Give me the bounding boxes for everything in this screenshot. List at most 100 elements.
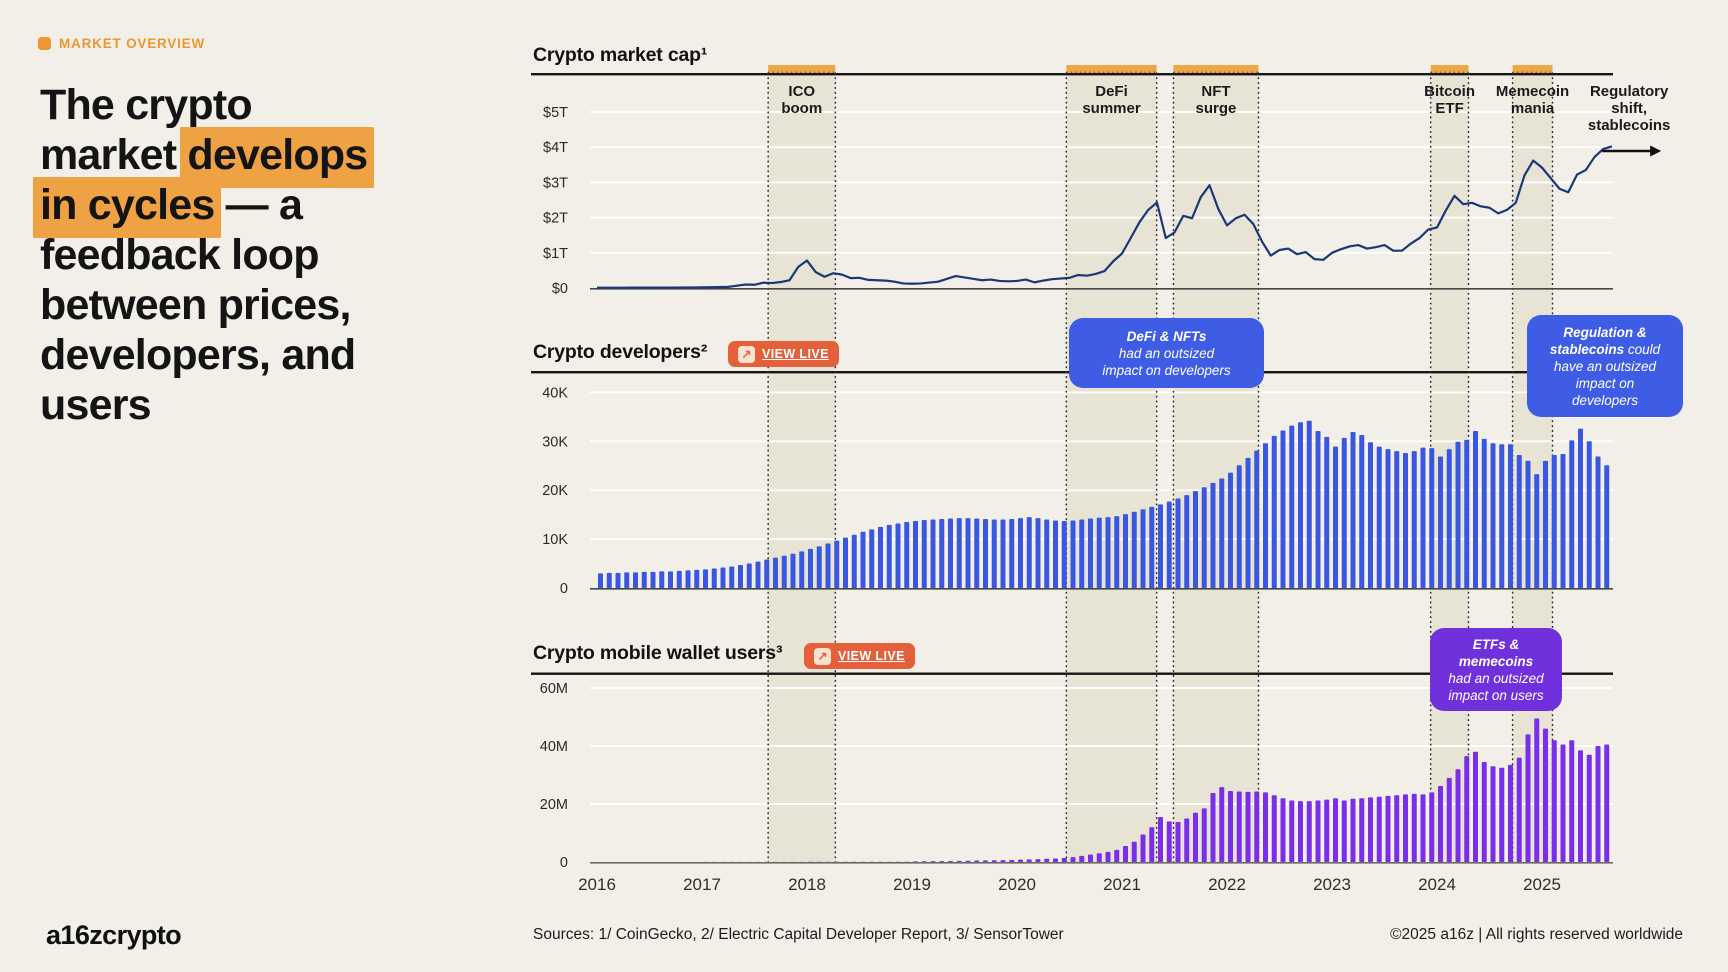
developers-bar: [1009, 519, 1015, 588]
headline-line: market develops: [40, 127, 480, 188]
developers-bar: [1228, 472, 1233, 588]
event-strip: [1430, 65, 1469, 73]
y-axis-tick-label: $1T: [543, 246, 568, 262]
developers-bar: [1438, 456, 1443, 588]
wallet-users-bar: [1140, 834, 1146, 862]
developers-bar: [650, 571, 656, 588]
callout-defi-nfts: DeFi & NFTs had an outsized impact on deve…: [1069, 318, 1264, 388]
developers-bar: [1289, 425, 1295, 588]
wallet-users-bar: [1201, 808, 1207, 862]
wallet-users-bar: [1219, 787, 1225, 862]
wallet-users-bar: [974, 860, 980, 862]
developers-bar: [1140, 509, 1146, 588]
developers-bar: [781, 555, 787, 588]
developers-bar: [703, 569, 708, 588]
wallet-users-bar: [1193, 812, 1198, 862]
y-axis-tick-label: 10K: [542, 532, 568, 548]
developers-bar: [1586, 441, 1592, 588]
wallet-users-bar: [1009, 859, 1015, 862]
developers-bar: [1359, 434, 1365, 588]
headline-line: users: [40, 380, 480, 430]
event-strip: [768, 65, 836, 73]
wallet-users-bar: [1324, 799, 1330, 862]
wallet-users-bar: [1263, 792, 1268, 862]
developers-bar: [825, 543, 831, 588]
wallet-users-bar: [1131, 841, 1137, 862]
x-axis-year-label: 2022: [1208, 875, 1246, 894]
developers-bar: [948, 518, 953, 588]
headline-line: feedback loop: [40, 230, 480, 280]
x-axis-year-label: 2025: [1523, 875, 1561, 894]
x-axis-year-label: 2017: [683, 875, 721, 894]
external-link-icon: ↗: [738, 345, 755, 363]
wallet-users-bar: [983, 860, 988, 862]
developers-bar: [799, 551, 805, 588]
developers-bar: [1525, 460, 1531, 588]
y-axis-tick-label: $4T: [543, 140, 568, 156]
headline-text: users: [40, 381, 152, 429]
developers-bar: [1035, 518, 1041, 588]
wallet-users-bar: [1481, 761, 1487, 862]
y-axis-tick-label: 40M: [540, 739, 568, 755]
developers-bar: [1455, 441, 1461, 588]
wallet-users-bar: [948, 860, 953, 862]
wallet-users-bar: [1210, 792, 1216, 862]
section-rule: [531, 73, 1613, 76]
wallet-users-bar: [1394, 795, 1400, 862]
callout-etfs-memecoins: ETFs & memecoins had an outsized impact on …: [1430, 628, 1562, 711]
developers-bar: [738, 565, 743, 588]
wallet-users-bar: [1123, 846, 1128, 862]
wallet-users-bar: [1359, 798, 1365, 862]
wallet-users-bar: [1604, 744, 1610, 862]
y-axis-tick-label: $2T: [543, 211, 568, 227]
developers-bar: [1420, 447, 1426, 588]
wallet-users-bar: [1525, 734, 1531, 862]
developers-bar: [1053, 520, 1058, 588]
developers-bar: [1131, 511, 1137, 588]
headline-text: feedback loop: [40, 231, 320, 279]
wallet-users-bar: [1254, 791, 1260, 862]
wallet-users-bar: [1289, 800, 1295, 862]
developers-bar: [711, 568, 717, 588]
developers-bar: [1184, 495, 1190, 588]
developers-bar: [1263, 443, 1268, 588]
developers-bar: [930, 519, 936, 588]
event-label-ico-boom: ICO boom: [781, 83, 822, 117]
chart-title-wallet-users: Crypto mobile wallet users³: [533, 642, 783, 664]
developers-bar: [1516, 454, 1522, 588]
wallet-users-bar: [1341, 800, 1347, 862]
developers-bar: [1088, 518, 1093, 588]
wallet-users-bar: [1044, 858, 1050, 862]
wallet-users-bar: [1534, 718, 1540, 862]
wallet-users-bar: [1350, 798, 1356, 862]
developers-bar: [878, 526, 883, 588]
developers-bar: [1604, 465, 1610, 588]
developers-bar: [1508, 444, 1513, 588]
wallet-users-bar: [1595, 746, 1601, 862]
developers-bar: [1105, 517, 1111, 588]
wallet-users-bar: [965, 860, 971, 862]
developers-bar: [860, 531, 866, 588]
developers-bar: [974, 518, 980, 588]
headline-line: between prices,: [40, 280, 480, 330]
developers-bar: [1096, 517, 1102, 588]
future-arrow-head-icon: [1650, 145, 1662, 157]
view-live-button-wallet-users[interactable]: ↗ VIEW LIVE: [804, 643, 915, 669]
view-live-button-developers[interactable]: ↗ VIEW LIVE: [728, 341, 839, 367]
developers-bar: [965, 518, 971, 588]
wallet-users-bar: [1236, 791, 1242, 862]
wallet-users-bar: [1061, 857, 1067, 862]
developers-bar: [983, 519, 988, 588]
y-axis-tick-label: 20K: [542, 483, 568, 499]
developers-bar: [1298, 422, 1303, 588]
wallet-users-bar: [1298, 801, 1303, 862]
developers-bar: [764, 559, 770, 588]
headline-text: The crypto: [40, 81, 253, 129]
developers-bar: [1079, 519, 1085, 588]
developers-bar: [1551, 454, 1557, 588]
wallet-users-bar: [1403, 794, 1408, 862]
developers-bar: [615, 572, 621, 588]
developers-bar: [869, 529, 875, 588]
headline-line: in cycles — a: [33, 177, 480, 238]
marketcap-line: [596, 145, 1613, 289]
